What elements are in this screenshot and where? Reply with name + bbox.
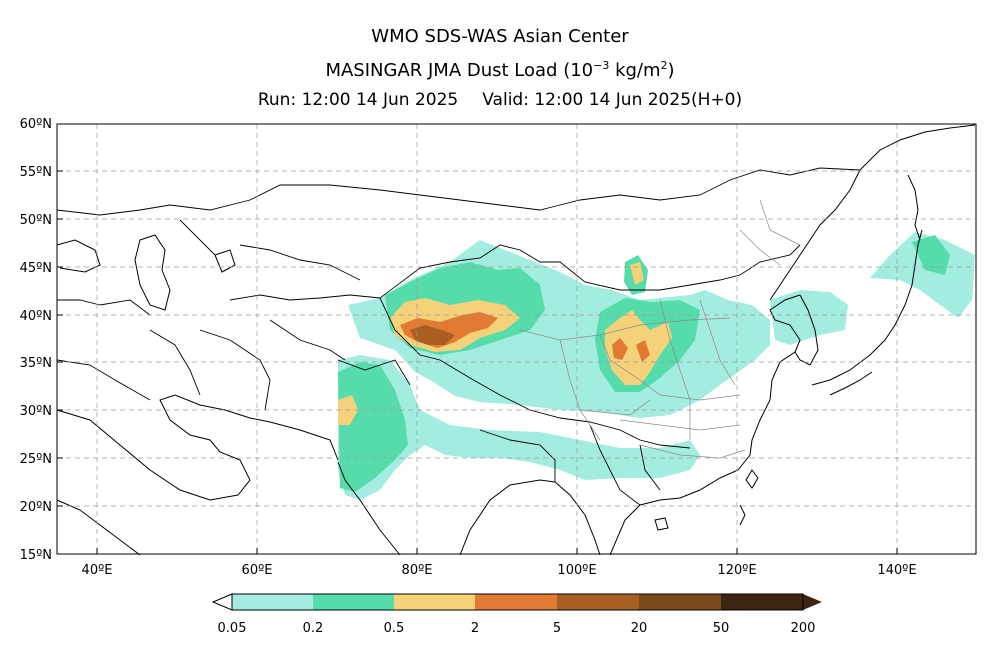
colorbar-segment <box>557 594 639 610</box>
colorbar-tick: 20 <box>631 621 648 636</box>
coastlines <box>56 124 976 556</box>
colorbar-segment <box>232 594 313 610</box>
colorbar-segment <box>721 594 803 610</box>
lat-label: 20ºN <box>20 500 52 515</box>
dust-level-0.2 <box>338 362 408 492</box>
lon-label: 120ºE <box>717 563 756 578</box>
lat-label: 40ºN <box>20 309 52 324</box>
colorbar-tick: 0.5 <box>384 621 405 636</box>
figure-title: WMO SDS-WAS Asian Center <box>371 26 629 47</box>
lat-label: 30ºN <box>20 404 52 419</box>
colorbar-tick: 5 <box>553 621 561 636</box>
subtitle-main: MASINGAR JMA Dust Load (10 <box>325 60 594 81</box>
colorbar-segment <box>475 594 557 610</box>
subtitle-square: 2 <box>660 59 668 72</box>
longitude-labels: 40ºE 60ºE 80ºE 100ºE 120ºE 140ºE <box>82 563 917 578</box>
colorbar-low-arrow <box>211 593 233 611</box>
colorbar-segment <box>394 594 475 610</box>
province-borders <box>519 199 801 459</box>
run-valid-line: Run: 12:00 14 Jun 2025 Valid: 12:00 14 Ju… <box>0 90 1000 110</box>
lon-label: 100ºE <box>557 563 596 578</box>
lat-label: 60ºN <box>20 117 52 132</box>
dust-level-2 <box>612 338 628 360</box>
dust-level-5 <box>410 325 455 345</box>
gridlines <box>57 124 976 554</box>
lat-label: 45ºN <box>20 261 52 276</box>
colorbar-tick: 2 <box>471 621 479 636</box>
lat-label: 35ºN <box>20 356 52 371</box>
dust-level-0.2 <box>912 235 950 275</box>
lat-label: 15ºN <box>20 548 52 563</box>
lon-label: 60ºE <box>242 563 273 578</box>
dust-level-0.05 <box>338 355 700 500</box>
colorbar <box>211 593 822 611</box>
subtitle-close: ) <box>667 60 675 81</box>
colorbar-tick: 50 <box>713 621 730 636</box>
lat-label: 50ºN <box>20 213 52 228</box>
dust-level-2 <box>636 340 650 362</box>
figure-subtitle: MASINGAR JMA Dust Load (10−3 kg/m2) <box>0 59 1000 81</box>
run-time: Run: 12:00 14 Jun 2025 <box>257 90 459 110</box>
lon-label: 80ºE <box>402 563 433 578</box>
lon-label: 40ºE <box>82 563 113 578</box>
subtitle-exponent: −3 <box>593 59 610 72</box>
valid-time: Valid: 12:00 14 Jun 2025(H+0) <box>482 90 743 110</box>
country-borders <box>56 167 861 506</box>
dust-level-0.5 <box>630 262 644 285</box>
colorbar-tick: 0.05 <box>218 621 247 636</box>
colorbar-high-arrow <box>803 594 822 610</box>
colorbar-tick: 0.2 <box>303 621 324 636</box>
latitude-labels: 60ºN 55ºN 50ºN 45ºN 40ºN 35ºN 30ºN 25ºN … <box>20 117 52 563</box>
colorbar-segment <box>313 594 394 610</box>
lat-label: 55ºN <box>20 165 52 180</box>
dust-shading <box>338 232 975 500</box>
colorbar-labels: 0.05 0.2 0.5 2 5 20 50 200 <box>218 621 816 636</box>
dust-level-0.05 <box>770 290 848 345</box>
lon-label: 140ºE <box>877 563 916 578</box>
map-frame <box>56 123 977 555</box>
tick-marks <box>57 123 898 554</box>
lat-label: 25ºN <box>20 452 52 467</box>
colorbar-tick: 200 <box>791 621 816 636</box>
subtitle-unit: kg/m <box>609 60 661 81</box>
colorbar-segment <box>639 594 721 610</box>
